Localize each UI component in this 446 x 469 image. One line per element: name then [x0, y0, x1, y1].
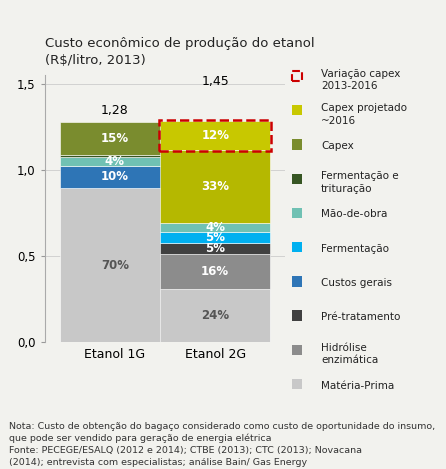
- Text: 5%: 5%: [205, 231, 225, 244]
- Bar: [160, 289, 270, 342]
- Text: 2013-2016: 2013-2016: [321, 81, 378, 91]
- Bar: [160, 243, 270, 254]
- Text: Fermentação: Fermentação: [321, 244, 389, 254]
- Bar: [160, 223, 270, 232]
- Bar: [160, 254, 270, 289]
- Text: 1,28: 1,28: [101, 104, 129, 117]
- Text: Mão-de-obra: Mão-de-obra: [321, 210, 388, 219]
- Text: 24%: 24%: [201, 310, 229, 322]
- Text: 70%: 70%: [101, 258, 129, 272]
- Bar: [159, 120, 272, 151]
- Bar: [160, 150, 270, 223]
- Text: enzimática: enzimática: [321, 355, 378, 365]
- Text: Hidrólise: Hidrólise: [321, 342, 367, 353]
- Text: ~2016: ~2016: [321, 115, 356, 126]
- Bar: [60, 157, 170, 166]
- Text: 12%: 12%: [201, 129, 229, 142]
- Text: Fermentação e: Fermentação e: [321, 171, 399, 182]
- Text: 33%: 33%: [201, 180, 229, 193]
- Text: 16%: 16%: [201, 265, 229, 278]
- Text: 5%: 5%: [205, 242, 225, 255]
- Text: Custo econômico de produção do etanol
(R$/litro, 2013): Custo econômico de produção do etanol (R…: [45, 37, 314, 67]
- Text: 10%: 10%: [101, 170, 129, 183]
- Text: Custos gerais: Custos gerais: [321, 278, 392, 288]
- Bar: [160, 232, 270, 243]
- Text: Pré-tratamento: Pré-tratamento: [321, 312, 401, 322]
- Text: Variação capex: Variação capex: [321, 68, 401, 79]
- Text: 4%: 4%: [105, 155, 125, 168]
- Bar: [60, 166, 170, 188]
- Bar: [60, 121, 170, 155]
- Text: trituração: trituração: [321, 184, 372, 194]
- Bar: [160, 121, 270, 150]
- Bar: [60, 155, 170, 157]
- Text: Matéria-Prima: Matéria-Prima: [321, 381, 394, 391]
- Bar: [60, 188, 170, 342]
- Text: Capex: Capex: [321, 141, 354, 151]
- Text: 15%: 15%: [101, 132, 129, 144]
- Text: Capex projetado: Capex projetado: [321, 103, 407, 113]
- Text: 1,45: 1,45: [201, 75, 229, 88]
- Text: 4%: 4%: [205, 221, 225, 234]
- Text: Nota: Custo de obtenção do bagaço considerado como custo de oportunidade do insu: Nota: Custo de obtenção do bagaço consid…: [9, 422, 435, 467]
